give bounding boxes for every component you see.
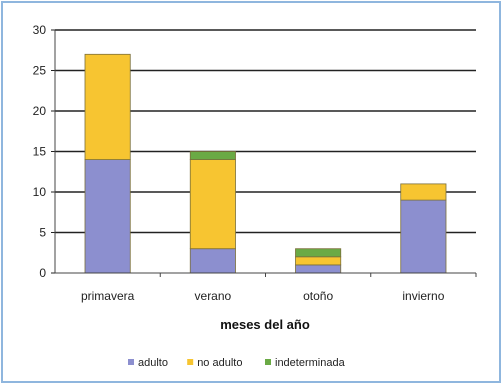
bars	[84, 53, 447, 274]
bar-segment-adulto	[400, 199, 447, 274]
bar-segment-no-adulto	[400, 183, 447, 201]
x-tick-label: invierno	[402, 289, 444, 303]
axes	[51, 29, 477, 277]
bar-segment-adulto	[84, 159, 131, 274]
x-tick-labels: primavera verano otoño invierno	[81, 289, 445, 303]
bar-segment-indeterminada	[295, 248, 342, 258]
x-tick-label: primavera	[81, 289, 135, 303]
y-tick-label: 10	[33, 185, 47, 199]
legend-swatch	[265, 359, 271, 365]
legend: adulto no adulto indeterminada	[128, 357, 346, 369]
legend-label: no adulto	[197, 357, 242, 369]
legend-label: indeterminada	[275, 357, 346, 369]
y-tick-label: 25	[33, 64, 47, 78]
bar-segment-adulto	[189, 248, 236, 274]
y-tick-label: 15	[33, 145, 47, 159]
bar-segment-indeterminada	[189, 151, 236, 160]
y-tick-labels: 0 5 10 15 20 25 30	[33, 23, 47, 280]
legend-label: adulto	[138, 357, 168, 369]
y-tick-label: 20	[33, 104, 47, 118]
bar-segment-no-adulto	[84, 53, 131, 161]
bar-segment-no-adulto	[295, 256, 342, 266]
x-tick-label: otoño	[303, 289, 333, 303]
bar-segment-adulto	[295, 264, 342, 274]
y-tick-label: 0	[39, 266, 46, 280]
y-tick-label: 30	[33, 23, 47, 37]
x-tick-label: verano	[195, 289, 232, 303]
legend-swatch	[128, 359, 134, 365]
bar-segment-no-adulto	[189, 159, 236, 250]
legend-swatch	[187, 359, 194, 365]
x-axis-title: meses del año	[220, 317, 310, 332]
y-tick-label: 5	[39, 226, 46, 240]
